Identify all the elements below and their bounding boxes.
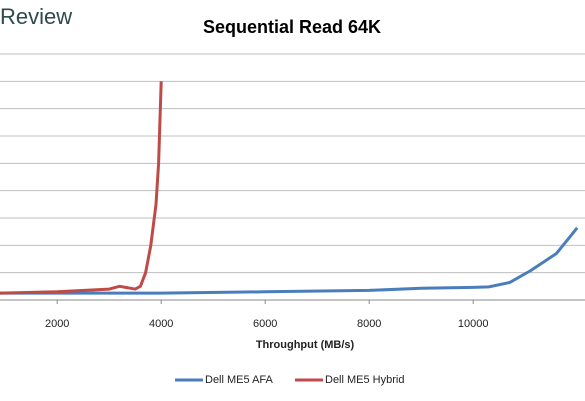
chart-title: Sequential Read 64K — [203, 17, 381, 37]
x-tick-label: 8000 — [357, 318, 381, 330]
watermark: Review — [0, 4, 72, 29]
x-tick-label: 2000 — [45, 318, 69, 330]
x-tick-label: 4000 — [149, 318, 173, 330]
x-tick-label: 6000 — [253, 318, 277, 330]
series-line — [0, 226, 579, 295]
x-tick-label: 10000 — [458, 318, 489, 330]
series-line — [0, 81, 163, 295]
legend-label: Dell ME5 AFA — [205, 374, 274, 386]
x-axis-label: Throughput (MB/s) — [256, 339, 355, 351]
legend-label: Dell ME5 Hybrid — [325, 374, 404, 386]
